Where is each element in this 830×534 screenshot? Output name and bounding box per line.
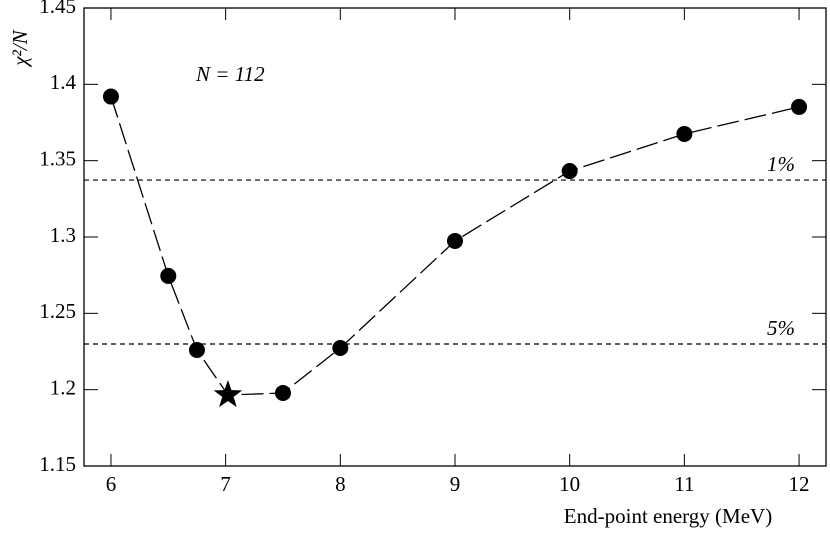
x-tick-label: 11 bbox=[674, 472, 694, 496]
y-axis-label: χ²/N bbox=[8, 29, 32, 67]
y-tick-label: 1.35 bbox=[39, 146, 76, 170]
point-marker bbox=[274, 385, 291, 402]
point-marker bbox=[791, 98, 808, 115]
x-axis-label: End-point energy (MeV) bbox=[564, 504, 772, 528]
x-tick-label: 12 bbox=[789, 472, 810, 496]
y-tick-label: 1.45 bbox=[39, 0, 76, 18]
x-tick-label: 8 bbox=[335, 472, 346, 496]
x-tick-label: 7 bbox=[220, 472, 231, 496]
x-tick-label: 10 bbox=[559, 472, 580, 496]
point-marker bbox=[102, 88, 119, 105]
point-marker bbox=[561, 163, 578, 180]
point-marker bbox=[332, 339, 349, 356]
point-marker bbox=[447, 232, 463, 249]
point-marker bbox=[676, 125, 693, 142]
point-marker bbox=[160, 267, 177, 284]
reference-label: 5% bbox=[767, 316, 795, 340]
y-tick-label: 1.15 bbox=[39, 452, 76, 476]
x-tick-label: 9 bbox=[450, 472, 461, 496]
point-marker bbox=[188, 341, 205, 358]
series-line bbox=[110, 96, 800, 396]
y-tick-label: 1.4 bbox=[50, 70, 77, 94]
y-tick-label: 1.2 bbox=[50, 375, 76, 399]
reference-label: 1% bbox=[767, 152, 795, 176]
point-marker bbox=[213, 380, 243, 408]
y-tick-label: 1.25 bbox=[39, 299, 76, 323]
x-tick-label: 6 bbox=[106, 472, 117, 496]
annotation: N = 112 bbox=[195, 62, 265, 86]
y-tick-label: 1.3 bbox=[50, 223, 76, 247]
